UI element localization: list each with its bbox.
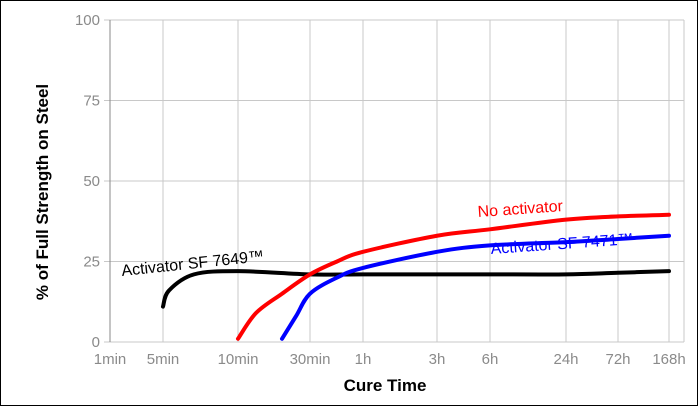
x-tick-label: 6h (482, 351, 499, 368)
y-tick-label: 75 (83, 93, 100, 110)
x-tick-label: 1h (355, 351, 372, 368)
x-tick-label: 1min (94, 351, 127, 368)
x-tick-label: 5min (147, 351, 180, 368)
grid-lines (104, 19, 685, 343)
x-tick-label: 168h (652, 351, 685, 368)
series-line-1 (236, 212, 671, 341)
x-tick-label: 30min (290, 351, 331, 368)
y-axis-title: % of Full Strength on Steel (33, 84, 52, 300)
y-tick-label: 25 (83, 254, 100, 271)
series-label-2: Activator SF 7471™ (490, 231, 634, 258)
x-tick-label: 3h (429, 351, 446, 368)
y-axis-ticks: 0 25 50 75 100 (75, 12, 100, 351)
x-axis-ticks: 1min 5min 10min 30min 1h 3h 6h 24h 72h 168h (94, 351, 686, 368)
y-tick-label: 50 (83, 173, 100, 190)
y-tick-label: 0 (92, 334, 100, 351)
x-tick-label: 72h (605, 351, 630, 368)
series-group (161, 212, 671, 341)
y-tick-label: 100 (75, 12, 100, 29)
x-tick-label: 10min (218, 351, 259, 368)
x-tick-label: 24h (553, 351, 578, 368)
series-line-0 (161, 269, 671, 309)
series-label-1: No activator (477, 198, 564, 221)
series-line-2 (280, 233, 671, 341)
x-axis-title: Cure Time (344, 376, 427, 395)
